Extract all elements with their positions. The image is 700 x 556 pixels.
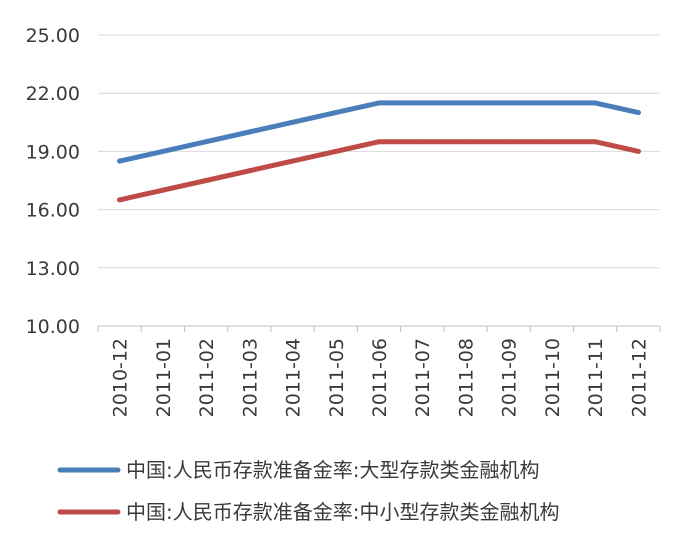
x-tick-label: 2011-07: [412, 338, 434, 417]
series-0-point: [117, 158, 123, 164]
series-1-point: [333, 148, 339, 154]
series-1-point: [549, 139, 555, 145]
legend-label-1: 中国:人民币存款准备金率:中小型存款类金融机构: [126, 500, 559, 524]
y-tick-label: 16.00: [26, 200, 80, 222]
series-0-point: [506, 100, 512, 106]
x-tick-label: 2011-03: [239, 338, 261, 417]
series-1-point: [419, 139, 425, 145]
series-1-point: [506, 139, 512, 145]
series-0-point: [333, 110, 339, 116]
series-line-0: [117, 100, 641, 164]
series-0-point: [462, 100, 468, 106]
series-1-point: [462, 139, 468, 145]
x-tick-label: 2011-04: [283, 338, 305, 417]
series-1-point: [203, 178, 209, 183]
x-tick-label: 2011-05: [326, 338, 348, 417]
series-0-point: [635, 110, 641, 116]
x-axis: [97, 325, 661, 332]
series-0-point: [376, 100, 382, 106]
x-tick-label: 2011-11: [585, 338, 607, 417]
y-tick-label: 25.00: [26, 25, 80, 47]
x-tick-label: 2011-09: [499, 338, 521, 417]
legend-label-0: 中国:人民币存款准备金率:大型存款类金融机构: [126, 458, 539, 482]
series-1-point: [592, 139, 598, 145]
x-tick-label: 2011-02: [196, 338, 218, 417]
x-tick-label: 2011-12: [628, 338, 650, 417]
series-0-point: [203, 139, 209, 145]
y-tick-label: 13.00: [26, 258, 80, 280]
gridlines: [98, 34, 660, 269]
series-1-point: [376, 139, 382, 145]
series-0-point: [246, 129, 252, 135]
x-tick-label: 2011-06: [369, 338, 391, 417]
x-tick-label: 2011-10: [542, 338, 564, 417]
y-axis: 10.00 13.00 16.00 19.00 22.00 25.00: [26, 25, 80, 338]
series-0-point: [549, 100, 555, 106]
y-tick-label: 22.00: [26, 83, 80, 105]
series-0-point: [419, 100, 425, 106]
series-1-point: [290, 158, 296, 164]
y-tick-label: 19.00: [26, 141, 80, 163]
x-tick-label: 2011-01: [153, 338, 175, 417]
series-1-point: [117, 197, 123, 203]
series-0-point: [290, 119, 296, 125]
x-tick-label: 2011-08: [455, 338, 477, 417]
x-tick-labels: 2010-12 2011-01 2011-02 2011-03 2011-04 2011-…: [110, 338, 651, 417]
y-tick-label: 10.00: [26, 316, 80, 338]
series-0-point: [160, 148, 166, 154]
series-1-point: [635, 148, 641, 154]
series-line-1: [117, 139, 641, 203]
series-lines: [117, 100, 641, 203]
legend: 中国:人民币存款准备金率:大型存款类金融机构中国:人民币存款准备金率:中小型存款…: [57, 458, 559, 524]
series-0-point: [592, 100, 598, 106]
x-tick-label: 2010-12: [110, 338, 132, 417]
series-1-point: [246, 168, 252, 174]
series-1-point: [160, 187, 166, 193]
